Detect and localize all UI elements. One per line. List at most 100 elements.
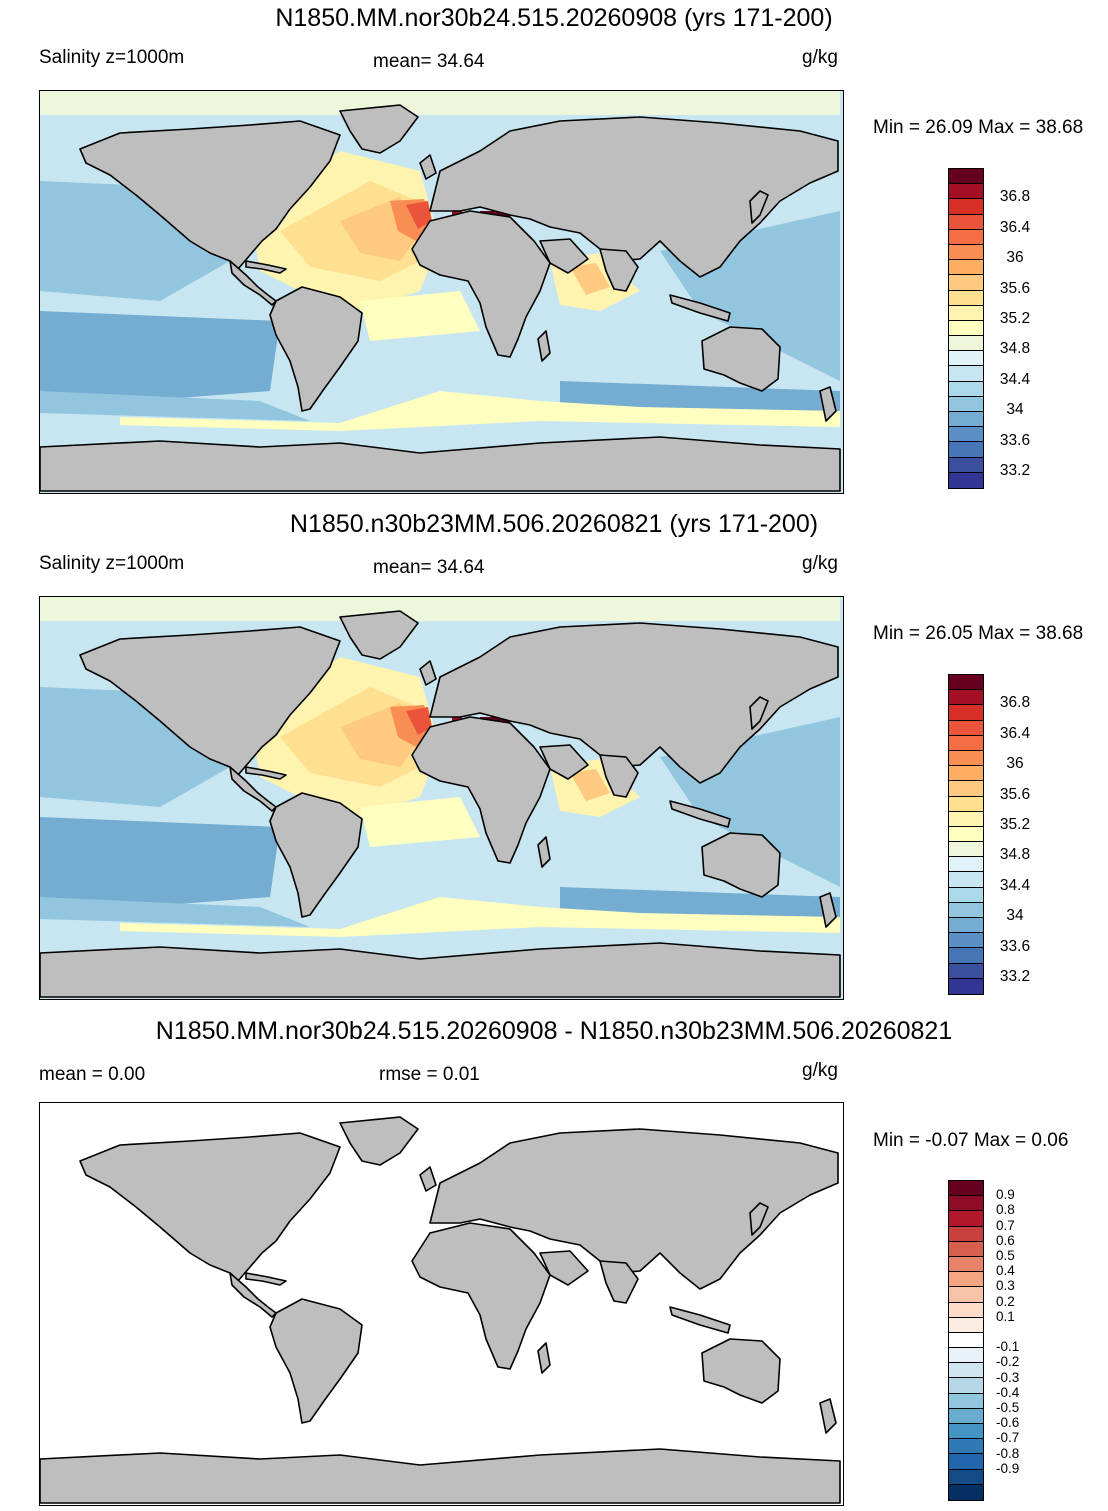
land-central-america	[229, 766, 277, 812]
land-antarctica	[40, 1448, 841, 1504]
colorbar-tick-label: 0.4	[996, 1263, 1015, 1279]
land-japan	[749, 696, 769, 730]
colorbar-swatch	[949, 1181, 983, 1197]
colorbar-swatch	[949, 472, 983, 488]
colorbar-tick-label: 36	[1006, 755, 1024, 773]
colorbar-swatch	[949, 826, 983, 843]
land-africa	[411, 210, 551, 358]
colorbar-swatch	[949, 396, 983, 412]
colorbar-tick-label: 0.5	[996, 1248, 1015, 1263]
colorbar-swatch	[949, 260, 983, 276]
land-greenland	[339, 1116, 419, 1166]
colorbar-tick-label: 33.6	[999, 937, 1031, 955]
salinity-field-patch	[570, 769, 610, 801]
panel2-minmax: Min = 26.05 Max = 38.68	[873, 623, 1084, 644]
land-australia	[701, 1338, 781, 1404]
colorbar-tick-label: 0.6	[996, 1232, 1015, 1248]
panel1-map-svg	[40, 91, 843, 493]
colorbar-swatch	[949, 457, 983, 473]
colorbar-swatch	[949, 1363, 983, 1379]
colorbar-tick-label: 34	[1006, 907, 1024, 925]
colorbar-tick-label: -0.9	[996, 1460, 1020, 1476]
salinity-field-patch	[570, 263, 610, 295]
colorbar-swatch	[949, 1408, 983, 1424]
land-madagascar	[537, 836, 551, 868]
salinity-field-patch	[360, 797, 480, 847]
colorbar-swatch	[949, 811, 983, 827]
land-south-america	[269, 792, 363, 918]
panel2-colorbar	[948, 674, 984, 996]
colorbar-swatch	[949, 1302, 983, 1318]
land-india	[599, 248, 639, 292]
salinity-field-patch	[40, 311, 280, 401]
colorbar-swatch	[949, 1332, 983, 1349]
panel3-map	[39, 1102, 844, 1506]
colorbar-tick-label: -0.2	[996, 1354, 1020, 1370]
colorbar-tick-label: 34.4	[999, 876, 1031, 894]
colorbar-swatch	[949, 290, 983, 306]
colorbar-swatch	[949, 872, 983, 888]
land-africa	[411, 1222, 551, 1370]
land-arabia	[539, 238, 589, 274]
panel1-colorbar	[948, 168, 984, 490]
land-north-america	[79, 626, 341, 776]
colorbar-swatch	[949, 199, 983, 215]
land-antilles	[245, 260, 287, 274]
panel3-minmax: Min = -0.07 Max = 0.06	[873, 1130, 1069, 1151]
colorbar-swatch	[949, 244, 983, 261]
colorbar-swatch	[949, 902, 983, 918]
land-south-america	[269, 1298, 363, 1424]
colorbar-tick-label: -0.8	[996, 1445, 1020, 1461]
colorbar-swatch	[949, 735, 983, 751]
colorbar-swatch	[949, 1317, 983, 1333]
land-greenland	[339, 610, 419, 660]
colorbar-swatch	[949, 1484, 983, 1500]
colorbar-swatch	[949, 1241, 983, 1257]
salinity-field-patch	[406, 201, 432, 229]
land-north-america	[79, 120, 341, 270]
land-madagascar	[537, 330, 551, 362]
colorbar-tick-label: -0.4	[996, 1384, 1020, 1400]
land-central-america	[229, 1272, 277, 1318]
salinity-field-patch	[40, 597, 840, 621]
panel2-map	[39, 596, 844, 1000]
salinity-field-patch	[40, 91, 840, 115]
land-eurasia	[429, 116, 839, 278]
land-india	[599, 754, 639, 798]
colorbar-swatch	[949, 705, 983, 721]
colorbar-tick-label: 35.2	[999, 310, 1031, 327]
colorbar-swatch	[949, 1393, 983, 1409]
land-arabia	[539, 1250, 589, 1286]
colorbar-swatch	[949, 1439, 983, 1455]
colorbar-tick-label: 0.8	[996, 1202, 1015, 1218]
panel1-mean-label: mean= 34.64	[373, 51, 485, 72]
colorbar-swatch	[949, 963, 983, 979]
colorbar-swatch	[949, 766, 983, 782]
panel1-title: N1850.MM.nor30b24.515.20260908 (yrs 171-…	[275, 4, 833, 32]
colorbar-swatch	[949, 169, 983, 185]
land-australia	[701, 832, 781, 898]
panel2-variable-label: Salinity z=1000m	[39, 553, 185, 574]
land-eurasia	[429, 1128, 839, 1290]
land-india	[599, 1260, 639, 1304]
land-africa	[411, 716, 551, 864]
colorbar-tick-label: 34.8	[999, 340, 1031, 358]
colorbar-swatch	[949, 720, 983, 736]
panel1-map	[39, 90, 844, 494]
colorbar-swatch	[949, 842, 983, 858]
colorbar-tick-label: -0.7	[996, 1430, 1020, 1446]
colorbar-swatch	[949, 750, 983, 767]
colorbar-tick-label: 36	[1006, 249, 1024, 267]
salinity-field-patch	[360, 291, 480, 341]
salinity-field-patch	[120, 391, 840, 431]
panel1-units: g/kg	[802, 47, 838, 68]
land-new-zealand	[819, 1398, 837, 1434]
colorbar-tick-label: 0.1	[996, 1308, 1015, 1324]
colorbar-swatch	[949, 887, 983, 903]
colorbar-swatch	[949, 933, 983, 949]
colorbar-swatch	[949, 320, 983, 337]
colorbar-tick-label: 33.2	[999, 968, 1031, 985]
colorbar-tick-label: 33.2	[999, 462, 1031, 479]
colorbar-swatch	[949, 1424, 983, 1440]
panel3-map-svg	[40, 1103, 843, 1505]
